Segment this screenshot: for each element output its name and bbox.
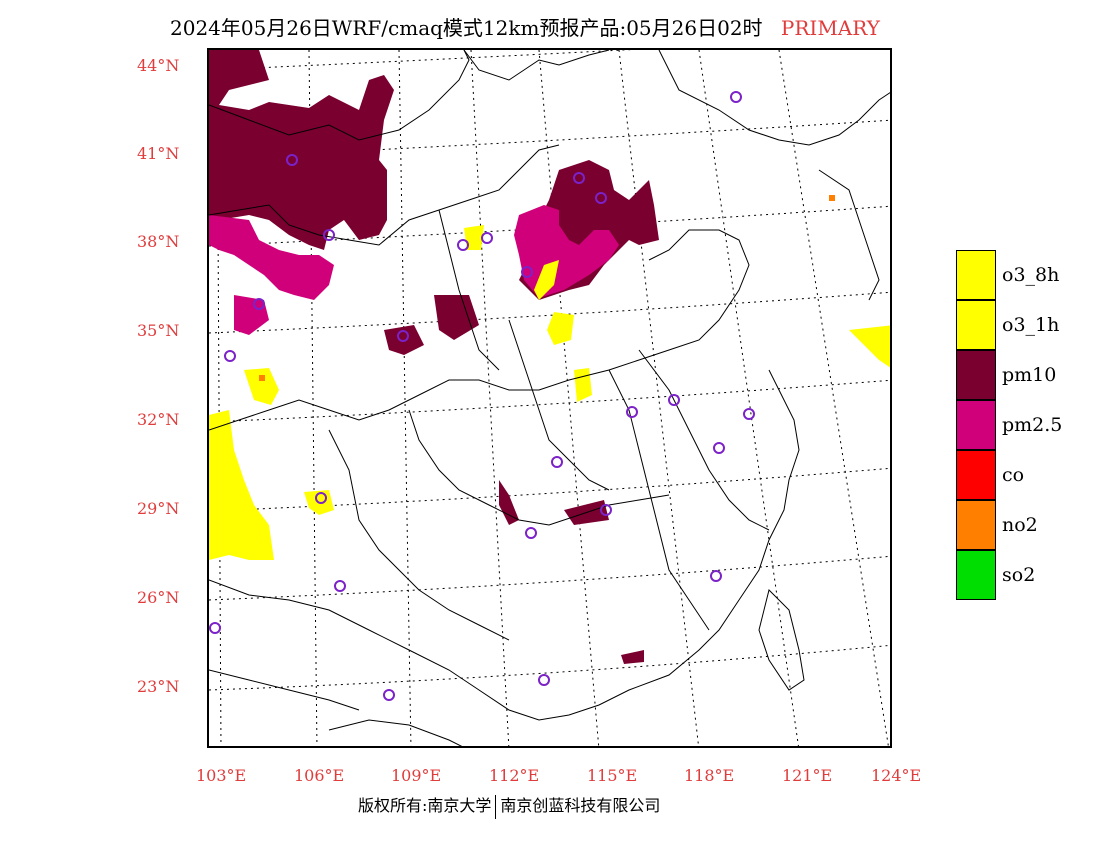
footer-separator xyxy=(495,794,497,819)
lat-label-29: 29°N xyxy=(137,499,180,518)
station-markers xyxy=(209,91,755,701)
map-canvas xyxy=(209,50,890,746)
pm10-zone-hubei xyxy=(499,480,519,525)
lon-label-106: 106°E xyxy=(294,766,345,785)
map-title: 2024年05月26日WRF/cmaq模式12km预报产品:05月26日02时 … xyxy=(170,12,880,41)
station-16 xyxy=(551,456,563,468)
forecast-map[interactable] xyxy=(207,48,892,748)
station-7 xyxy=(481,232,493,244)
station-19 xyxy=(525,527,537,539)
legend-item-pm10: pm10 xyxy=(956,350,1096,400)
lat-label-23: 23°N xyxy=(137,677,180,696)
station-23 xyxy=(538,674,550,686)
station-14 xyxy=(743,408,755,420)
legend-item-pm25: pm2.5 xyxy=(956,400,1096,450)
legend-swatch-no2 xyxy=(956,500,996,550)
legend-label-o3-8h: o3_8h xyxy=(1002,264,1060,286)
lat-label-32: 32°N xyxy=(137,410,180,429)
legend-swatch-co xyxy=(956,450,996,500)
lon-label-112: 112°E xyxy=(489,766,540,785)
o3-zone-gansu-south xyxy=(244,368,279,405)
o3-zone-henan xyxy=(547,312,574,345)
station-6 xyxy=(457,239,469,251)
station-4 xyxy=(595,192,607,204)
station-21 xyxy=(334,580,346,592)
lat-label-44: 44°N xyxy=(137,56,180,75)
legend-label-no2: no2 xyxy=(1002,514,1038,536)
legend-item-o3-8h: o3_8h xyxy=(956,250,1096,300)
legend-label-so2: so2 xyxy=(1002,564,1036,586)
station-2 xyxy=(286,154,298,166)
lat-label-26: 26°N xyxy=(137,588,180,607)
legend-swatch-pm10 xyxy=(956,350,996,400)
o3-zone-anhui xyxy=(574,368,592,402)
legend-swatch-o3-1h xyxy=(956,300,996,350)
boundaries xyxy=(209,50,890,746)
lon-label-103: 103°E xyxy=(196,766,247,785)
legend-swatch-o3-8h xyxy=(956,250,996,300)
lat-label-35: 35°N xyxy=(137,321,180,340)
legend-item-co: co xyxy=(956,450,1096,500)
title-text: 2024年05月26日WRF/cmaq模式12km预报产品:05月26日02时 xyxy=(170,16,763,40)
station-13 xyxy=(626,406,638,418)
legend-label-o3-1h: o3_1h xyxy=(1002,314,1060,336)
footer-right: 南京创蓝科技有限公司 xyxy=(500,796,661,815)
station-8 xyxy=(521,266,533,278)
station-10 xyxy=(397,330,409,342)
legend-item-no2: no2 xyxy=(956,500,1096,550)
legend-label-co: co xyxy=(1002,464,1025,486)
lon-label-109: 109°E xyxy=(391,766,442,785)
legend-label-pm25: pm2.5 xyxy=(1002,414,1063,436)
lon-label-121: 121°E xyxy=(782,766,833,785)
legend-item-so2: so2 xyxy=(956,550,1096,600)
station-15 xyxy=(713,442,725,454)
pollutant-legend: o3_8h o3_1h pm10 pm2.5 co no2 so2 xyxy=(956,250,1096,600)
o3-zone-shandong xyxy=(534,260,559,300)
copyright-footer: 版权所有:南京大学 南京创蓝科技有限公司 xyxy=(358,792,660,819)
pm10-zone-guangdong xyxy=(621,650,644,664)
no2-dot-1 xyxy=(829,195,835,201)
o3-zone-korea xyxy=(849,325,890,368)
station-22 xyxy=(209,622,221,634)
primary-tag: PRIMARY xyxy=(780,16,880,40)
pm10-zone-shanxi xyxy=(434,295,479,340)
lon-label-118: 118°E xyxy=(684,766,735,785)
legend-swatch-pm25 xyxy=(956,400,996,450)
lat-label-41: 41°N xyxy=(137,144,180,163)
station-12 xyxy=(668,394,680,406)
footer-left: 版权所有:南京大学 xyxy=(358,796,492,815)
lon-label-124: 124°E xyxy=(871,766,922,785)
legend-swatch-so2 xyxy=(956,550,996,600)
o3-zone-shanxi xyxy=(464,225,484,250)
station-24 xyxy=(383,689,395,701)
station-11 xyxy=(224,350,236,362)
station-18 xyxy=(600,504,612,516)
station-20 xyxy=(710,570,722,582)
station-1 xyxy=(730,91,742,103)
legend-item-o3-1h: o3_1h xyxy=(956,300,1096,350)
station-5 xyxy=(323,229,335,241)
pm25-zone-gansu xyxy=(209,215,334,300)
station-3 xyxy=(573,172,585,184)
lon-label-115: 115°E xyxy=(587,766,638,785)
o3-zone-sichuan xyxy=(209,410,274,560)
legend-label-pm10: pm10 xyxy=(1002,364,1057,386)
no2-dot-2 xyxy=(259,375,265,381)
lat-label-38: 38°N xyxy=(137,232,180,251)
pm10-zone-northwest xyxy=(209,50,394,250)
station-9 xyxy=(253,298,265,310)
pm25-zone-sichuan-north xyxy=(234,295,269,335)
station-17 xyxy=(315,492,327,504)
